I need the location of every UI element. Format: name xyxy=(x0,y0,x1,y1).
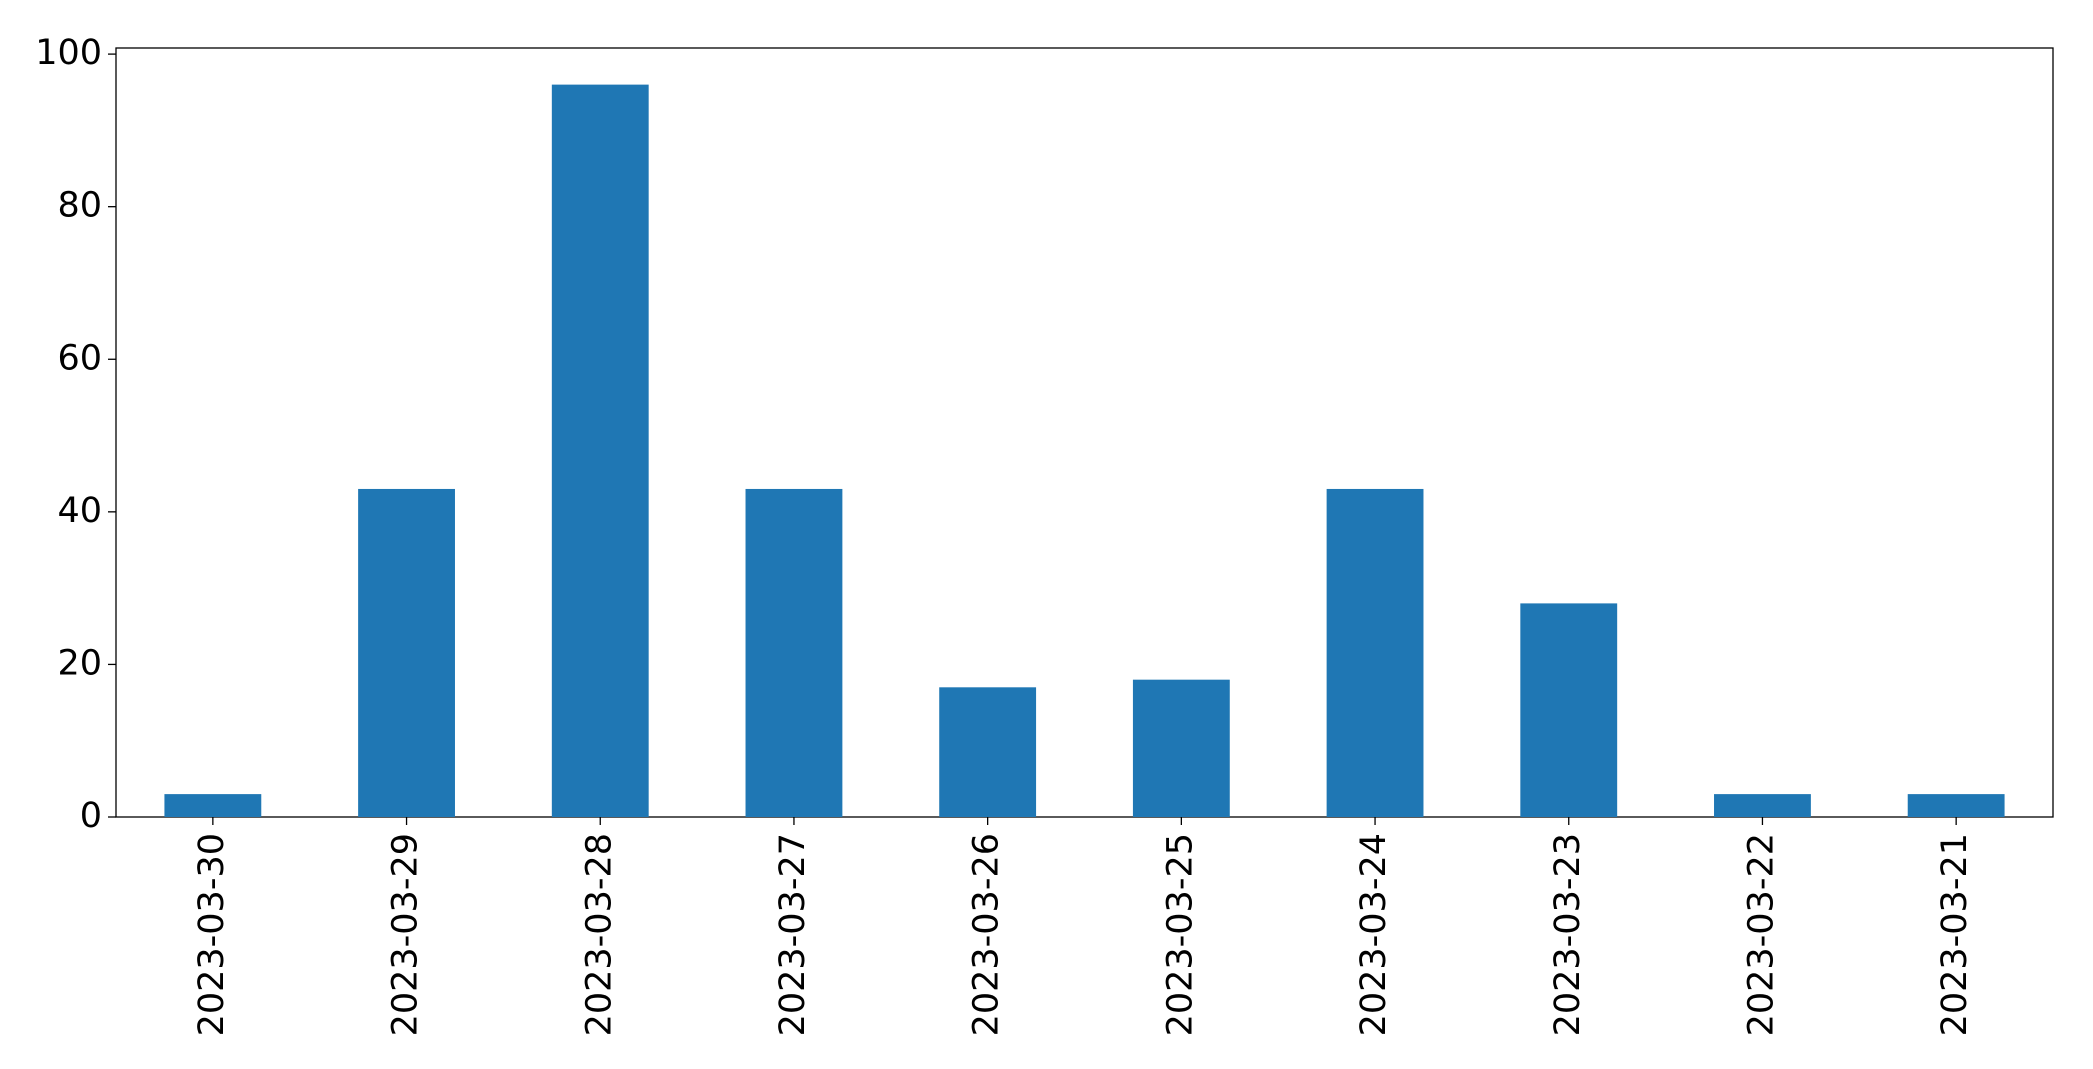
y-tick-label: 80 xyxy=(57,186,102,226)
y-tick-label: 100 xyxy=(35,33,102,73)
y-tick-label: 20 xyxy=(57,643,102,683)
bar xyxy=(745,488,843,817)
bar xyxy=(358,488,455,817)
bar xyxy=(1132,679,1230,817)
bar xyxy=(1907,794,2005,817)
y-tick-label: 40 xyxy=(57,491,102,531)
bar xyxy=(1520,603,1618,817)
x-tick-label: 2023-03-27 xyxy=(773,833,813,1036)
x-tick-label: 2023-03-22 xyxy=(1741,833,1781,1036)
x-tick-label: 2023-03-26 xyxy=(967,833,1007,1036)
x-tick-label: 2023-03-30 xyxy=(192,833,232,1036)
x-tick-label: 2023-03-21 xyxy=(1935,833,1975,1036)
y-tick-label: 60 xyxy=(57,338,102,378)
bar xyxy=(939,687,1037,817)
plot-frame xyxy=(115,47,2054,818)
x-tick-label: 2023-03-28 xyxy=(579,833,619,1036)
y-tick-label: 0 xyxy=(80,796,102,836)
bar xyxy=(1326,488,1424,817)
bar xyxy=(1714,794,1811,817)
x-tick-label: 2023-03-29 xyxy=(386,833,426,1036)
bar xyxy=(551,84,649,818)
x-tick-label: 2023-03-25 xyxy=(1160,833,1200,1036)
bar xyxy=(164,794,262,817)
x-tick-label: 2023-03-23 xyxy=(1548,833,1588,1036)
x-tick-label: 2023-03-24 xyxy=(1354,833,1394,1036)
